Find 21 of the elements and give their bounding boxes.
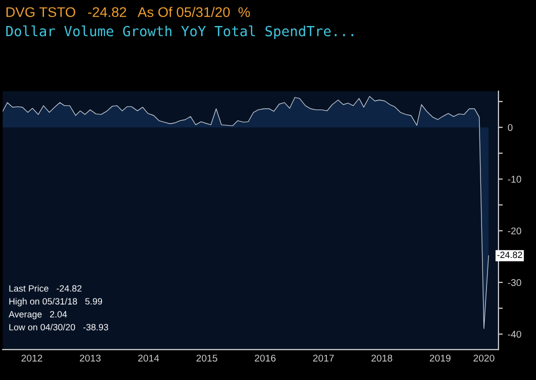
y-tick-label: -20 bbox=[508, 227, 522, 234]
chart-title: Dollar Volume Growth YoY Total SpendTre... bbox=[6, 26, 354, 40]
annotation: High on 05/31/18 5.99 bbox=[9, 298, 102, 306]
y-tick-label: -40 bbox=[508, 330, 522, 338]
x-tick-label: 2020 bbox=[474, 354, 494, 362]
x-tick-label: 2016 bbox=[254, 354, 276, 362]
x-tick-label: 2017 bbox=[313, 354, 334, 362]
x-tick-label: 2012 bbox=[22, 354, 42, 362]
y-tick-label: -10 bbox=[508, 176, 522, 183]
annotation: -24.82 bbox=[497, 252, 522, 258]
y-tick-label: -30 bbox=[508, 279, 522, 286]
y-tick-label: 0 bbox=[508, 124, 513, 131]
x-tick-label: 2014 bbox=[138, 354, 160, 362]
x-tick-label: 2019 bbox=[430, 354, 451, 362]
chart-subtitle: DVG TSTO -24.82 As Of 05/31/20 % bbox=[6, 6, 250, 18]
x-tick-label: 2015 bbox=[196, 354, 218, 362]
annotation: Last Price -24.82 bbox=[9, 285, 82, 292]
x-tick-label: 2013 bbox=[80, 354, 101, 362]
annotation: Low on 04/30/20 -38.93 bbox=[9, 324, 108, 330]
x-tick-label: 2018 bbox=[371, 354, 392, 362]
annotation: Average 2.04 bbox=[8, 311, 67, 320]
